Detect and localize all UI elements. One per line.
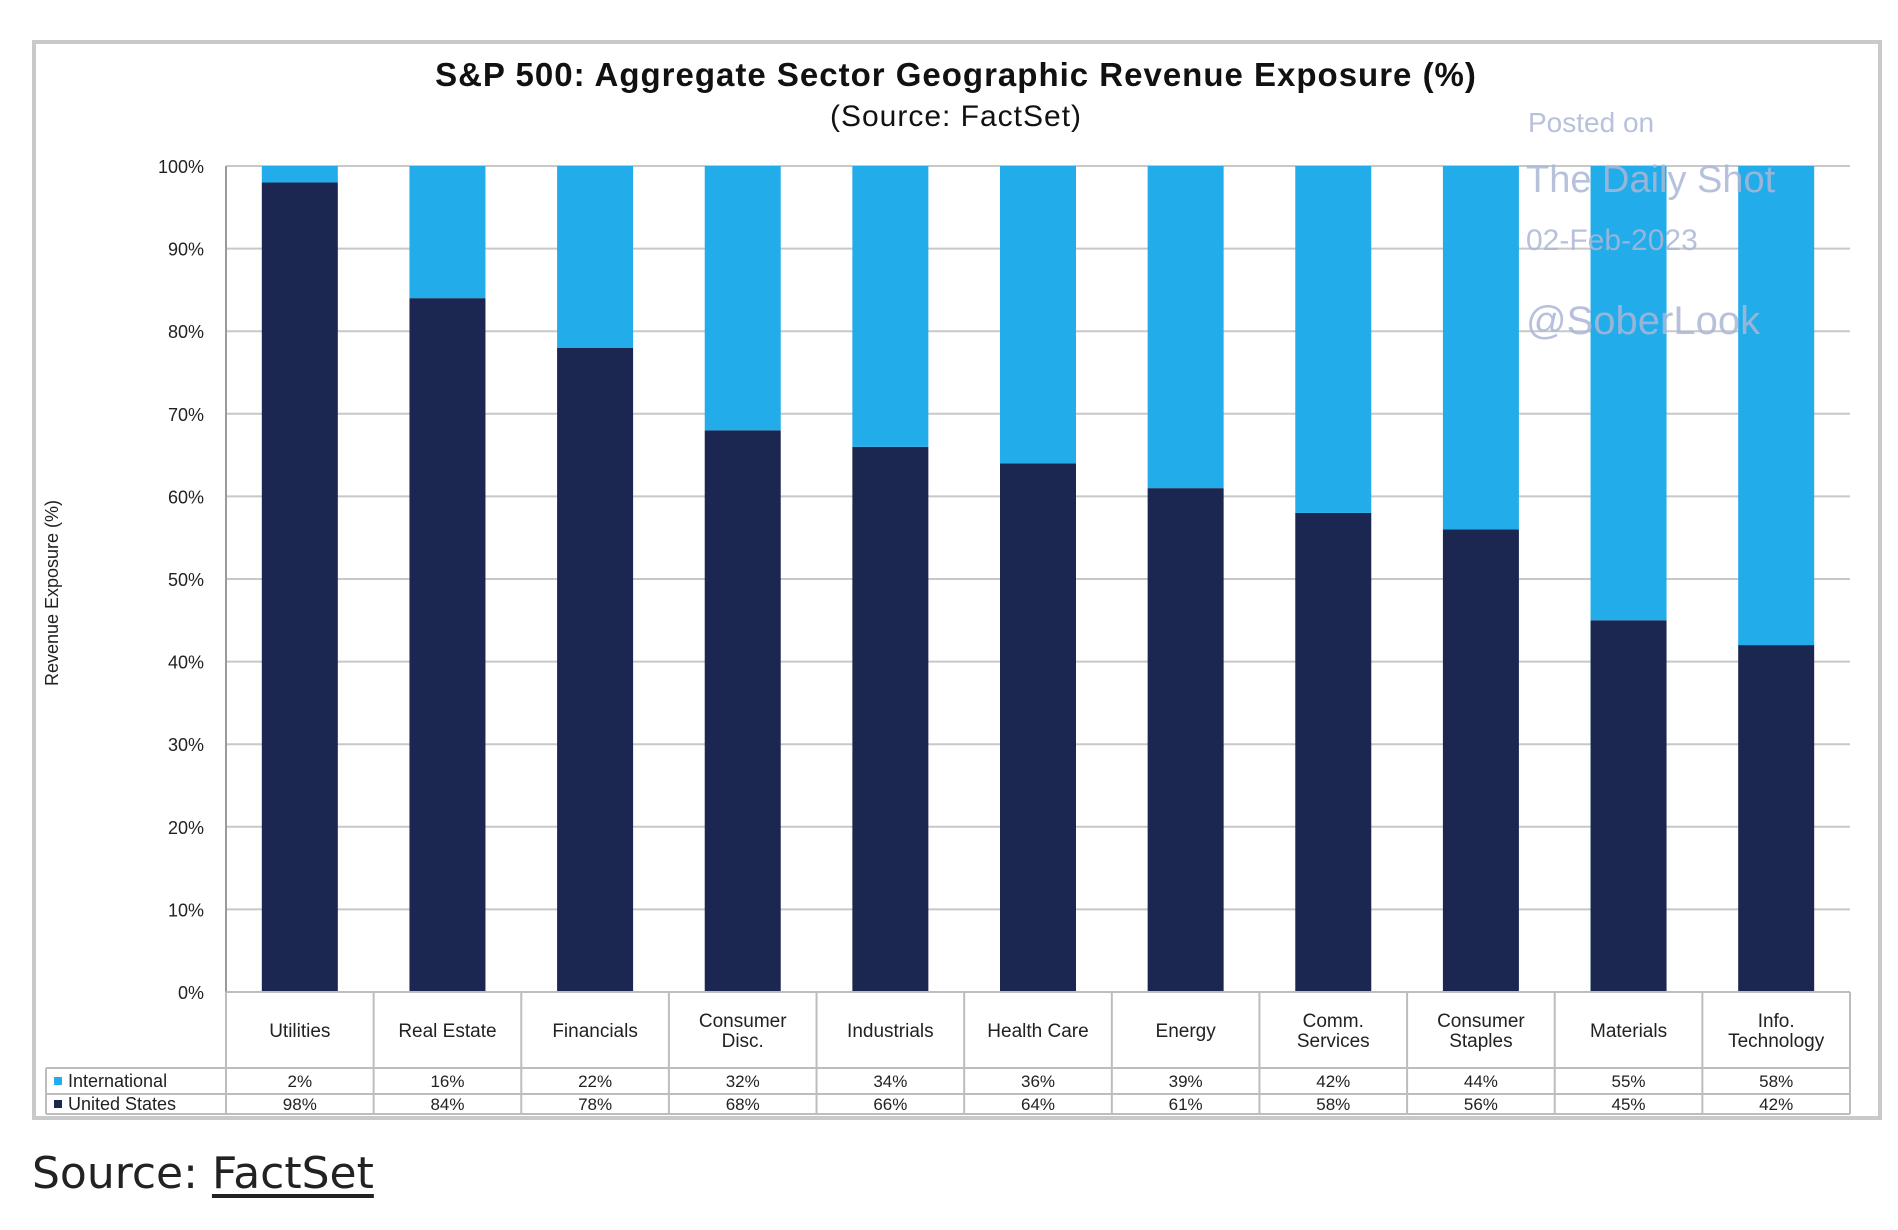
y-tick-label: 80% (168, 322, 204, 342)
y-tick-label: 30% (168, 735, 204, 755)
bar-international (1590, 166, 1667, 621)
data-label: 78% (578, 1095, 612, 1114)
legend-swatch (54, 1100, 62, 1108)
watermark-text: 02-Feb-2023 (1526, 224, 1698, 257)
data-label: 2% (288, 1072, 313, 1091)
bar-international (261, 166, 338, 183)
y-tick-label: 60% (168, 487, 204, 507)
y-tick-label: 50% (168, 570, 204, 590)
x-tick-label: Disc. (722, 1031, 764, 1052)
data-label: 84% (430, 1095, 464, 1114)
data-label: 45% (1612, 1095, 1646, 1114)
bar-united-states (1000, 463, 1076, 992)
x-tick-label: Financials (552, 1021, 638, 1042)
x-tick-label: Real Estate (398, 1021, 496, 1042)
data-label: 56% (1464, 1095, 1498, 1114)
data-label: 58% (1316, 1095, 1350, 1114)
source-caption: Source: FactSet (32, 1148, 374, 1199)
bar-united-states (852, 446, 929, 993)
data-label: 16% (430, 1072, 464, 1091)
y-tick-label: 0% (178, 983, 204, 1003)
factset-link[interactable]: FactSet (211, 1148, 374, 1199)
y-tick-label: 10% (168, 900, 204, 920)
y-tick-label: 90% (168, 240, 204, 260)
bar-united-states (1147, 488, 1224, 992)
watermark-text: The Daily Shot (1526, 159, 1776, 201)
data-label: 42% (1759, 1095, 1793, 1114)
data-label: 36% (1021, 1072, 1055, 1091)
bar-international (704, 166, 781, 431)
bar-international (409, 166, 486, 299)
bar-international (557, 166, 634, 348)
bar-united-states (1590, 620, 1667, 992)
bar-international (1738, 166, 1815, 646)
watermark-text: @SoberLook (1526, 299, 1761, 343)
bar-united-states (1738, 645, 1815, 992)
bar-united-states (1442, 529, 1519, 992)
bar-united-states (1295, 512, 1372, 992)
chart-subtitle: (Source: FactSet) (830, 100, 1082, 133)
bar-international (1147, 166, 1224, 489)
data-label: 55% (1612, 1072, 1646, 1091)
x-tick-label: Technology (1728, 1031, 1825, 1052)
data-label: 22% (578, 1072, 612, 1091)
x-tick-label: Consumer (699, 1011, 787, 1032)
bar-united-states (557, 347, 634, 993)
x-tick-label: Energy (1156, 1021, 1217, 1042)
data-label: 39% (1169, 1072, 1203, 1091)
x-tick-label: Consumer (1437, 1011, 1525, 1032)
data-label: 58% (1759, 1072, 1793, 1091)
y-tick-label: 70% (168, 405, 204, 425)
bar-united-states (409, 298, 486, 992)
y-axis-label: Revenue Exposure (%) (42, 500, 62, 686)
data-label: 61% (1169, 1095, 1203, 1114)
x-tick-label: Staples (1449, 1031, 1512, 1052)
bar-international (852, 166, 929, 447)
data-label: 42% (1316, 1072, 1350, 1091)
y-tick-label: 20% (168, 818, 204, 838)
x-tick-label: Industrials (847, 1021, 934, 1042)
caption-prefix: Source: (32, 1148, 212, 1199)
y-tick-label: 100% (158, 157, 204, 177)
data-label: 68% (726, 1095, 760, 1114)
data-label: 44% (1464, 1072, 1498, 1091)
watermark-text: Posted on (1528, 107, 1654, 138)
x-tick-label: Comm. (1303, 1011, 1364, 1032)
x-tick-label: Materials (1590, 1021, 1667, 1042)
data-label: 98% (283, 1095, 317, 1114)
bar-international (1442, 166, 1519, 530)
legend-label: United States (68, 1094, 176, 1114)
bar-united-states (261, 182, 338, 992)
legend-label: International (68, 1071, 167, 1091)
x-tick-label: Info. (1758, 1011, 1795, 1032)
x-tick-label: Utilities (269, 1021, 330, 1042)
chart-frame: S&P 500: Aggregate Sector Geographic Rev… (32, 40, 1882, 1120)
x-tick-label: Health Care (987, 1021, 1088, 1042)
data-label: 64% (1021, 1095, 1055, 1114)
bar-international (1000, 166, 1076, 464)
data-label: 66% (873, 1095, 907, 1114)
chart-title: S&P 500: Aggregate Sector Geographic Rev… (435, 56, 1477, 93)
y-tick-label: 40% (168, 653, 204, 673)
legend-swatch (54, 1077, 62, 1085)
data-label: 34% (873, 1072, 907, 1091)
data-label: 32% (726, 1072, 760, 1091)
bar-chart: S&P 500: Aggregate Sector Geographic Rev… (42, 56, 1851, 1115)
bar-united-states (704, 430, 781, 992)
bar-international (1295, 166, 1372, 513)
x-tick-label: Services (1297, 1031, 1370, 1052)
